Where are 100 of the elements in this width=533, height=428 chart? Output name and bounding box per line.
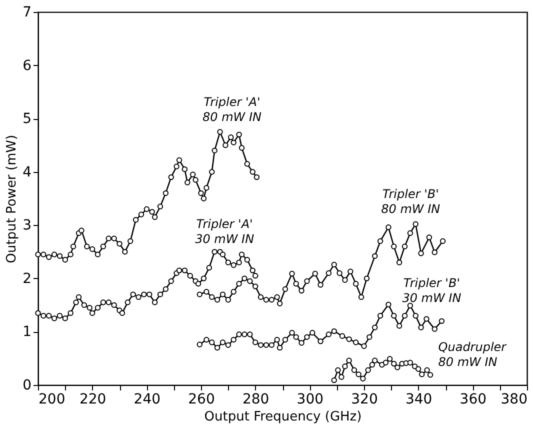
point [68, 252, 74, 258]
point [394, 364, 400, 370]
point [220, 292, 226, 298]
point [432, 249, 438, 256]
point [236, 280, 242, 287]
x-tick-label: 240 [134, 392, 161, 408]
point [331, 377, 337, 384]
point [346, 358, 352, 364]
point [289, 270, 295, 276]
point [351, 367, 358, 373]
point [132, 216, 139, 223]
point [418, 324, 424, 330]
point [402, 312, 408, 319]
point [209, 294, 215, 300]
series-label: Tripler 'A' 30 mW IN [195, 216, 254, 246]
point [274, 294, 280, 300]
point [424, 316, 430, 322]
point [263, 296, 270, 303]
point [252, 272, 258, 279]
point [326, 270, 332, 276]
x-tick-label: 300 [296, 392, 324, 408]
x-tick-label: 340 [405, 392, 432, 408]
point [206, 264, 212, 271]
point [100, 244, 106, 250]
point [366, 334, 372, 340]
point [204, 336, 210, 343]
point [396, 260, 402, 266]
point [222, 142, 228, 148]
point [214, 296, 220, 303]
point [200, 196, 207, 202]
point [196, 342, 202, 348]
point [419, 372, 425, 378]
point [220, 340, 226, 346]
point [119, 310, 126, 316]
point [51, 316, 58, 322]
point [282, 336, 288, 343]
series-label: Tripler 'A' 80 mW IN [202, 94, 262, 124]
point [56, 312, 63, 319]
point [89, 246, 96, 252]
y-axis-title: Output Power (mW) [4, 134, 20, 264]
point [230, 336, 236, 343]
point [263, 342, 270, 348]
point [51, 252, 58, 258]
point [111, 302, 117, 308]
x-tick-label: 380 [500, 392, 528, 408]
point [141, 292, 147, 298]
point [176, 268, 182, 274]
point [40, 252, 46, 258]
point [242, 276, 248, 282]
point [326, 332, 332, 338]
point [152, 300, 158, 306]
point [157, 204, 164, 210]
x-tick-label: 200 [38, 392, 66, 408]
point [402, 244, 408, 250]
y-tick-label: 6 [22, 58, 32, 74]
point [184, 180, 190, 186]
x-tick-label: 220 [79, 392, 106, 408]
point [372, 358, 378, 364]
point [225, 260, 232, 266]
point [293, 280, 299, 287]
point [268, 296, 274, 303]
point [407, 360, 414, 366]
point [228, 134, 234, 140]
point [62, 256, 68, 263]
point [149, 208, 155, 215]
point [106, 300, 112, 306]
point [130, 292, 136, 298]
point [192, 177, 198, 183]
point [276, 344, 283, 351]
point [250, 169, 256, 175]
point [361, 343, 367, 349]
point [230, 262, 236, 268]
point [391, 360, 397, 367]
point [106, 236, 112, 242]
point [168, 174, 174, 180]
point [209, 169, 215, 175]
point [339, 333, 346, 339]
point [338, 374, 344, 380]
series-label: Tripler 'B' 80 mW IN [381, 187, 440, 216]
point [190, 172, 196, 178]
point [84, 244, 90, 250]
point [310, 330, 316, 336]
point [162, 286, 169, 292]
point [346, 336, 352, 342]
point [412, 221, 418, 227]
point [242, 332, 248, 338]
y-tick-label: 4 [22, 164, 32, 180]
point [426, 234, 432, 240]
point [225, 342, 232, 348]
point [214, 344, 220, 351]
point [244, 161, 250, 167]
y-tick-label: 1 [22, 324, 32, 340]
point [238, 252, 245, 258]
point [412, 364, 418, 370]
point [187, 272, 193, 279]
point [68, 310, 74, 316]
point [162, 190, 169, 196]
x-tick-label: 260 [188, 392, 215, 408]
point [168, 278, 174, 284]
y-tick-label: 7 [22, 4, 32, 20]
